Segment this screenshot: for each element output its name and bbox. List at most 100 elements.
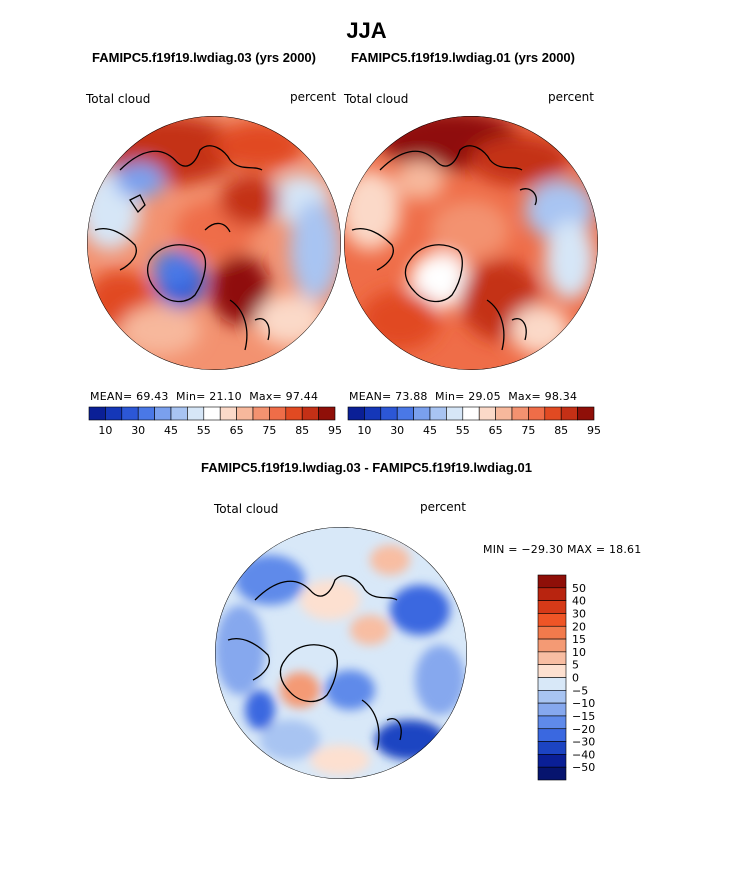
right-map-field-blobs	[344, 116, 595, 355]
left-variable-label: Total cloud	[86, 92, 151, 106]
diff-colorbar-color-swatch	[537, 625, 567, 640]
right-colorbar-color-swatch	[577, 406, 595, 421]
right-colorbar-color-swatch	[478, 406, 496, 421]
diff-units-label: percent	[420, 500, 466, 514]
right-mean-value: 73.88	[395, 390, 428, 403]
left-stats: MEAN= 69.43 Min= 21.10 Max= 97.44	[90, 390, 318, 403]
left-colorbar-tick-label: 30	[131, 424, 145, 437]
right-colorbar: 10 30 45 55 65 75 85 95	[347, 406, 601, 437]
left-colorbar-color-swatch	[269, 406, 287, 421]
diff-colorbar-color-swatch	[537, 766, 567, 781]
right-colorbar-color-swatch	[495, 406, 513, 421]
diff-minmax-text: MIN = −29.30 MAX = 18.61	[483, 543, 642, 556]
right-units-label: percent	[548, 90, 594, 104]
left-mean-label: MEAN=	[90, 390, 133, 403]
left-max-value: 97.44	[285, 390, 319, 403]
diff-colorbar-tick-label: 0	[572, 672, 579, 685]
right-panel-title: FAMIPC5.f19f19.lwdiag.01 (yrs 2000)	[351, 50, 575, 65]
right-colorbar-tick-label: 85	[554, 424, 568, 437]
left-colorbar-color-swatch	[137, 406, 155, 421]
right-colorbar-tick-label: 95	[587, 424, 601, 437]
right-colorbar-color-swatch	[347, 406, 365, 421]
diff-colorbar-color-swatch	[537, 574, 567, 589]
diff-colorbar-tick-label: −30	[572, 736, 595, 749]
right-colorbar-color-swatch	[429, 406, 447, 421]
right-min-label: Min=	[435, 390, 465, 403]
difference-panel-title: FAMIPC5.f19f19.lwdiag.03 - FAMIPC5.f19f1…	[201, 460, 532, 475]
right-colorbar-tick-label: 75	[521, 424, 535, 437]
left-mean-value: 69.43	[136, 390, 169, 403]
left-colorbar-tick-label: 95	[328, 424, 342, 437]
left-colorbar-color-swatch	[187, 406, 205, 421]
diff-colorbar-tick-label: −5	[572, 684, 588, 697]
diff-map-field-blobs	[215, 545, 465, 775]
diff-colorbar-tick-label: −20	[572, 723, 595, 736]
diff-colorbar-tick-label: 20	[572, 620, 586, 633]
left-colorbar-tick-label: 85	[295, 424, 309, 437]
left-colorbar-color-swatch	[105, 406, 123, 421]
right-max-value: 98.34	[544, 390, 578, 403]
left-colorbar-color-swatch	[236, 406, 254, 421]
diff-colorbar-tick-label: 15	[572, 633, 586, 646]
right-colorbar-color-swatch	[462, 406, 480, 421]
right-min-value: 29.05	[468, 390, 501, 403]
right-colorbar-tick-label: 65	[489, 424, 503, 437]
diff-colorbar-color-swatch	[537, 715, 567, 730]
left-panel-title: FAMIPC5.f19f19.lwdiag.03 (yrs 2000)	[92, 50, 316, 65]
left-min-label: Min=	[176, 390, 206, 403]
diff-colorbar-color-swatch	[537, 600, 567, 614]
right-colorbar-tick-label: 10	[357, 424, 371, 437]
left-colorbar-color-swatch	[285, 406, 303, 421]
left-colorbar-color-swatch	[203, 406, 221, 421]
left-colorbar-tick-label: 55	[197, 424, 211, 437]
diff-colorbar-color-swatch	[537, 664, 567, 678]
diff-map	[215, 527, 467, 779]
left-map	[87, 116, 341, 370]
left-colorbar-tick-label: 75	[262, 424, 276, 437]
diff-colorbar-color-swatch	[537, 741, 567, 755]
right-colorbar-tick-label: 55	[456, 424, 470, 437]
left-colorbar-tick-label: 10	[98, 424, 112, 437]
diff-colorbar-tick-label: 30	[572, 607, 586, 620]
right-colorbar-color-swatch	[396, 406, 414, 421]
left-colorbar-color-swatch	[170, 406, 188, 421]
left-max-label: Max=	[249, 390, 282, 403]
diff-colorbar-tick-label: −15	[572, 710, 595, 723]
right-colorbar-color-swatch	[446, 406, 464, 421]
diff-variable-label: Total cloud	[214, 502, 279, 516]
left-colorbar: 10 30 45 55 65 75 85 95	[88, 406, 342, 437]
diff-colorbar-color-swatch	[537, 651, 567, 665]
left-colorbar-tick-label: 45	[164, 424, 178, 437]
right-max-label: Max=	[508, 390, 541, 403]
left-colorbar-color-swatch	[154, 406, 172, 421]
right-mean-label: MEAN=	[349, 390, 392, 403]
right-coastlines	[351, 145, 537, 351]
diff-colorbar-tick-label: 5	[572, 659, 579, 672]
left-colorbar-color-swatch	[219, 406, 237, 421]
diff-colorbar-color-swatch	[537, 690, 567, 704]
left-min-value: 21.10	[209, 390, 242, 403]
left-colorbar-color-swatch	[88, 406, 106, 421]
diff-colorbar-color-swatch	[537, 638, 567, 653]
diff-colorbar-tick-label: 50	[572, 582, 586, 595]
left-colorbar-color-swatch	[252, 406, 270, 421]
left-colorbar-color-swatch	[121, 406, 139, 421]
left-colorbar-color-swatch	[318, 406, 336, 421]
right-colorbar-color-swatch	[544, 406, 562, 421]
diff-colorbar-color-swatch	[537, 728, 567, 742]
diff-colorbar-color-swatch	[537, 677, 567, 691]
right-colorbar-color-swatch	[511, 406, 529, 421]
diff-colorbar-tick-label: 10	[572, 646, 586, 659]
right-colorbar-color-swatch	[560, 406, 578, 421]
diff-colorbar-color-swatch	[537, 587, 567, 601]
right-colorbar-tick-label: 30	[390, 424, 404, 437]
right-colorbar-color-swatch	[528, 406, 546, 421]
right-variable-label: Total cloud	[344, 92, 409, 106]
right-map	[344, 116, 598, 370]
diff-colorbar-tick-label: −40	[572, 748, 595, 761]
right-colorbar-tick-label: 45	[423, 424, 437, 437]
left-units-label: percent	[290, 90, 336, 104]
right-stats: MEAN= 73.88 Min= 29.05 Max= 98.34	[349, 390, 577, 403]
